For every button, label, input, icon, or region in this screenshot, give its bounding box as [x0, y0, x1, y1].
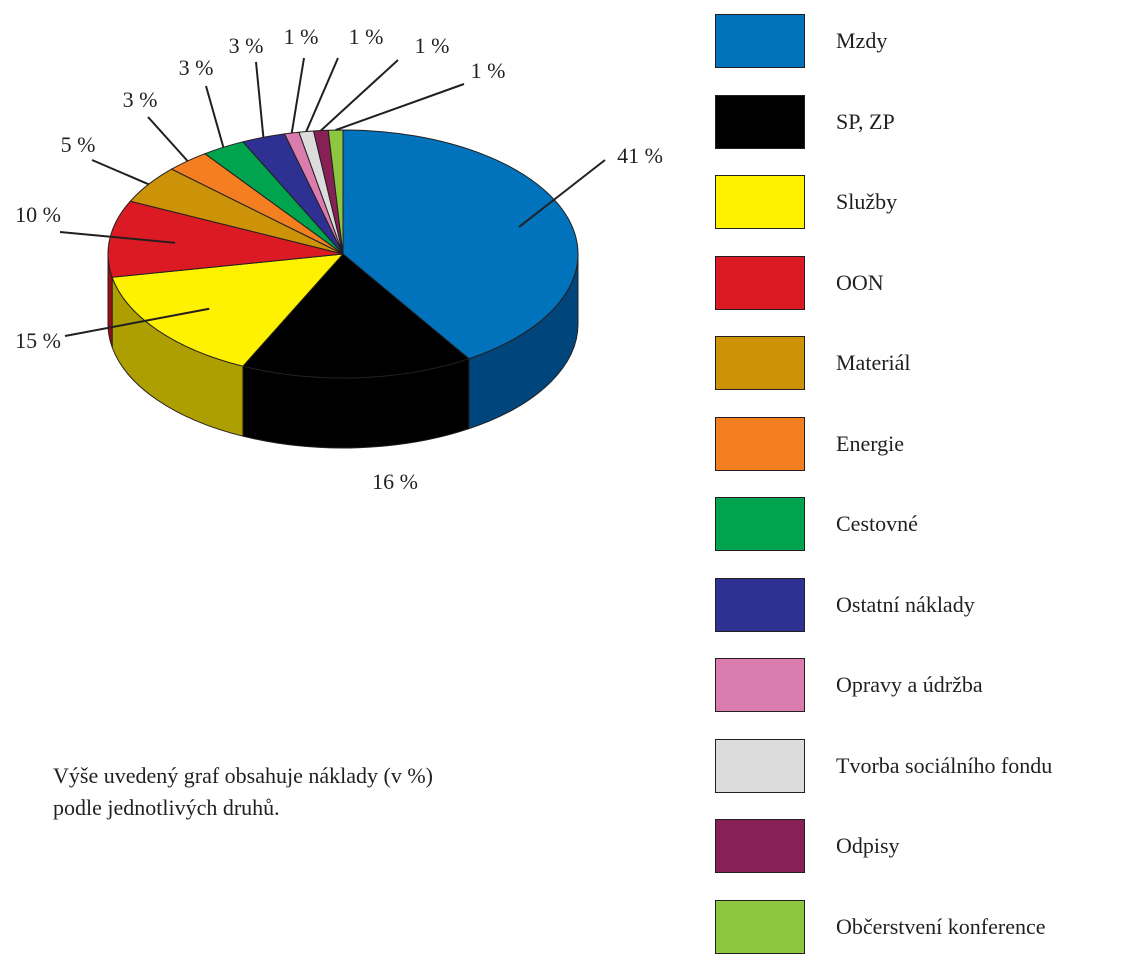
legend-swatch	[715, 497, 805, 551]
data-label-odpisy: 1 %	[415, 33, 450, 58]
legend-item-material: Materiál	[715, 336, 1120, 417]
legend-item-oon: OON	[715, 256, 1120, 337]
legend-swatch	[715, 658, 805, 712]
legend-item-sluzby: Služby	[715, 175, 1120, 256]
data-label-oon: 10 %	[15, 202, 61, 227]
legend-label: Cestovné	[836, 510, 918, 538]
legend-swatch	[715, 417, 805, 471]
legend-swatch	[715, 175, 805, 229]
legend-label: OON	[836, 269, 884, 297]
legend-item-sp-zp: SP, ZP	[715, 95, 1120, 176]
legend-swatch	[715, 14, 805, 68]
legend-label: Občerstvení konference	[836, 913, 1046, 941]
leader-line-opravy-a-udrzba	[292, 58, 304, 133]
legend-item-cestovne: Cestovné	[715, 497, 1120, 578]
legend-swatch	[715, 95, 805, 149]
leader-line-cestovne	[206, 86, 223, 147]
legend-item-opravy-a-udrzba: Opravy a údržba	[715, 658, 1120, 739]
legend-swatch	[715, 256, 805, 310]
legend-item-odpisy: Odpisy	[715, 819, 1120, 900]
legend-item-obcerstveni-konference: Občerstvení konference	[715, 900, 1120, 980]
data-label-energie: 3 %	[123, 87, 158, 112]
leader-line-material	[92, 160, 149, 184]
caption-line-1: Výše uvedený graf obsahuje náklady (v %)	[53, 760, 613, 792]
leader-line-ostatni-naklady	[256, 62, 263, 137]
legend-item-tvorba-socialniho-fondu: Tvorba sociálního fondu	[715, 739, 1120, 820]
data-label-obcerstveni-konference: 1 %	[471, 58, 506, 83]
legend-label: Tvorba sociálního fondu	[836, 752, 1052, 780]
data-label-opravy-a-udrzba: 1 %	[284, 24, 319, 49]
pie-chart: 41 % 16 % 15 % 10 % 5 % 3 % 3 % 3 % 1 % 1 % 1 % 1 %	[0, 0, 700, 520]
data-label-mzdy: 41 %	[617, 143, 663, 168]
legend: Mzdy SP, ZP Služby OON Materiál Energie Cestov…	[715, 14, 1120, 980]
caption-line-2: podle jednotlivých druhů.	[53, 792, 613, 824]
data-label-tvorba-socialniho-fondu: 1 %	[349, 24, 384, 49]
legend-label: Energie	[836, 430, 904, 458]
leader-line-obcerstveni-konference	[336, 84, 464, 130]
caption-note: Výše uvedený graf obsahuje náklady (v %)…	[53, 760, 613, 824]
pie-tops	[108, 130, 578, 378]
legend-item-mzdy: Mzdy	[715, 14, 1120, 95]
legend-swatch	[715, 578, 805, 632]
legend-swatch	[715, 819, 805, 873]
data-label-sluzby: 15 %	[15, 328, 61, 353]
data-label-ostatni-naklady: 3 %	[229, 33, 264, 58]
legend-label: Materiál	[836, 349, 911, 377]
leader-line-energie	[148, 117, 188, 161]
legend-item-energie: Energie	[715, 417, 1120, 498]
legend-label: Ostatní náklady	[836, 591, 975, 619]
legend-swatch	[715, 900, 805, 954]
legend-item-ostatni-naklady: Ostatní náklady	[715, 578, 1120, 659]
legend-label: SP, ZP	[836, 108, 895, 136]
data-label-sp-zp: 16 %	[372, 469, 418, 494]
legend-label: Služby	[836, 188, 897, 216]
legend-label: Odpisy	[836, 832, 900, 860]
legend-swatch	[715, 336, 805, 390]
legend-label: Opravy a údržba	[836, 671, 983, 699]
data-label-cestovne: 3 %	[179, 55, 214, 80]
legend-swatch	[715, 739, 805, 793]
data-label-material: 5 %	[61, 132, 96, 157]
legend-label: Mzdy	[836, 27, 887, 55]
